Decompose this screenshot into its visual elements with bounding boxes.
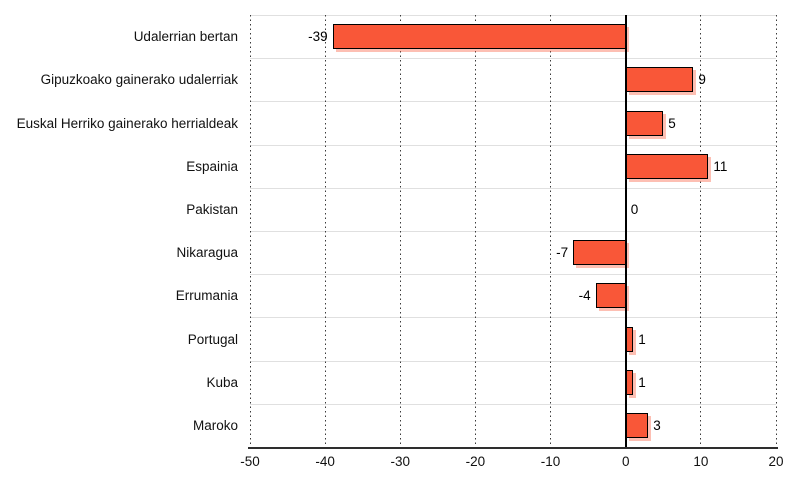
band-separator-line <box>250 360 776 362</box>
category-label: Euskal Herriko gainerako herrialdeak <box>16 115 238 131</box>
bar-value-label: -4 <box>578 288 591 304</box>
bar-value-label: -7 <box>556 245 569 261</box>
x-gridline <box>324 15 326 447</box>
band-separator-line <box>250 317 776 319</box>
category-label: Portugal <box>187 331 238 347</box>
bar-value-label: 9 <box>698 72 706 88</box>
band-separator-line <box>250 187 776 189</box>
zero-axis-line <box>624 15 628 447</box>
category-label: Kuba <box>206 374 238 390</box>
x-axis-tick-label: -50 <box>240 454 260 469</box>
bar-udalerrian-bertan <box>332 24 626 50</box>
x-axis-line <box>248 447 778 449</box>
bar-maroko <box>625 412 649 438</box>
category-label: Pakistan <box>186 201 238 217</box>
x-axis-tick-label: -40 <box>315 454 335 469</box>
category-label: Espainia <box>186 158 238 174</box>
bar-value-label: 0 <box>630 201 639 217</box>
category-label: Nikaragua <box>176 245 238 261</box>
bar-euskal-herriko-gainerako-herrialdeak <box>625 110 664 136</box>
x-axis-tick-label: 10 <box>693 454 709 469</box>
category-label: Errumania <box>175 288 238 304</box>
bar-espainia <box>625 153 709 179</box>
bar-gipuzkoako-gainerako-udalerriak <box>625 67 694 93</box>
x-gridline <box>775 15 777 447</box>
bar-value-label: -39 <box>308 29 328 45</box>
band-separator-line <box>250 101 776 103</box>
x-gridline <box>550 15 552 447</box>
bar-value-label: 3 <box>653 417 661 433</box>
x-axis-tick-label: -10 <box>540 454 561 469</box>
band-separator-line <box>250 58 776 60</box>
band-separator-line <box>250 403 776 405</box>
x-gridline <box>700 15 702 447</box>
category-label: Gipuzkoako gainerako udalerriak <box>40 72 238 88</box>
band-separator-line <box>250 231 776 232</box>
x-axis-tick-label: 20 <box>768 454 784 469</box>
category-label: Udalerrian bertan <box>133 29 238 45</box>
x-gridline <box>399 15 401 447</box>
bar-value-label: 5 <box>668 115 676 131</box>
x-gridline <box>249 15 251 447</box>
x-axis-tick-label: -30 <box>390 454 411 469</box>
bar-value-label: 1 <box>638 331 646 347</box>
bar-nikaragua <box>573 240 626 266</box>
x-gridline <box>474 15 476 447</box>
bar-errumania <box>595 283 626 309</box>
category-label: Maroko <box>192 417 238 433</box>
bar-value-label: 1 <box>638 374 646 390</box>
band-separator-line <box>250 144 776 146</box>
band-separator-line <box>250 274 776 276</box>
band-separator-line <box>250 15 776 16</box>
x-axis-tick-label: -20 <box>465 454 486 469</box>
bar-value-label: 11 <box>713 158 728 174</box>
x-axis-tick-label: 0 <box>621 454 630 469</box>
